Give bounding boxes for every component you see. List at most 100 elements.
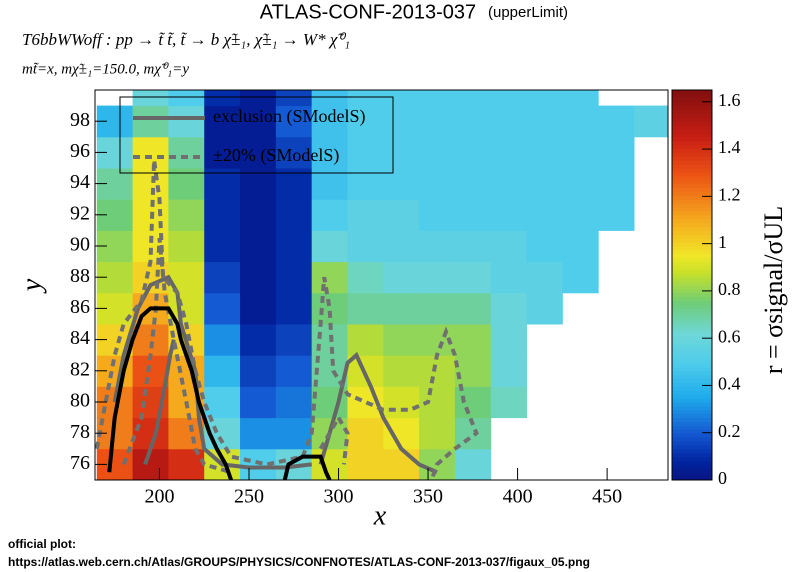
heatmap-cell <box>419 105 456 138</box>
colorbar-step <box>672 109 712 114</box>
colorbar-tick-label: 0 <box>718 468 727 488</box>
heatmap-cell <box>598 199 635 231</box>
y-tick-label: 88 <box>70 265 90 287</box>
subtitle: T6bbWWoff : pp → t̃ t̃, t̃ → b χ̃±₁, χ̃±… <box>22 30 350 49</box>
x-tick-label: 350 <box>413 486 443 508</box>
colorbar-step <box>672 374 712 380</box>
heatmap-cell <box>311 448 348 481</box>
colorbar-step <box>672 312 712 317</box>
heatmap-cell <box>454 261 492 294</box>
heatmap-cell <box>490 199 528 231</box>
colorbar-step <box>672 386 712 391</box>
colorbar-step <box>672 203 712 208</box>
colorbar-step <box>672 222 712 227</box>
heatmap-cell <box>526 105 563 138</box>
heatmap-cell <box>419 136 456 169</box>
heatmap-cell <box>347 324 384 356</box>
colorbar-tick-label: 0.4 <box>718 374 741 394</box>
heatmap-cell <box>275 136 313 169</box>
heatmap-cell <box>383 324 420 356</box>
heatmap-cell <box>275 105 313 138</box>
colorbar-step <box>672 433 712 438</box>
z-axis-label: r = σsignal/σUL <box>759 206 788 374</box>
footer-url: https://atlas.web.cern.ch/Atlas/GROUPS/P… <box>8 555 590 569</box>
colorbar-step <box>672 191 712 196</box>
colorbar-step <box>672 444 712 450</box>
heatmap-cell <box>454 386 492 419</box>
heatmap-cell <box>204 90 241 107</box>
heatmap-cell <box>132 90 169 107</box>
colorbar-step <box>672 242 712 247</box>
colorbar-step <box>672 140 712 146</box>
colorbar-step <box>672 331 712 337</box>
colorbar-step <box>672 277 712 282</box>
colorbar-tick-label: 1 <box>718 232 727 252</box>
heatmap <box>96 90 669 481</box>
heatmap-cell <box>240 136 277 169</box>
colorbar-step <box>672 207 712 212</box>
heatmap-cell <box>275 292 313 325</box>
colorbar-step <box>672 441 712 446</box>
x-tick-label: 200 <box>144 486 174 508</box>
colorbar-step <box>672 452 712 458</box>
heatmap-cell <box>311 230 348 263</box>
heatmap-cell <box>240 90 277 107</box>
colorbar-step <box>672 218 712 224</box>
colorbar-step <box>672 382 712 387</box>
colorbar-step <box>672 183 712 188</box>
heatmap-cell <box>275 199 313 231</box>
heatmap-cell <box>275 355 313 387</box>
y-tick-label: 90 <box>70 234 90 256</box>
colorbar-step <box>672 351 712 356</box>
heatmap-cell <box>383 386 420 419</box>
y-tick-label: 92 <box>70 202 90 224</box>
heatmap-cell <box>132 355 169 387</box>
colorbar-step <box>672 320 712 325</box>
heatmap-cell <box>347 199 384 231</box>
colorbar-step <box>672 195 712 200</box>
colorbar-step <box>672 226 712 231</box>
colorbar-tick-label: 1.4 <box>718 137 741 157</box>
colorbar-step <box>672 413 712 419</box>
colorbar-step <box>672 132 712 138</box>
colorbar-step <box>672 390 712 395</box>
heatmap-cell <box>562 90 599 107</box>
x-axis-label: x <box>373 500 387 531</box>
y-tick-label: 98 <box>70 109 90 131</box>
y-axis-label: y <box>16 278 47 294</box>
x-tick-label: 250 <box>234 486 264 508</box>
colorbar-step <box>672 409 712 415</box>
colorbar-tick-label: 1.6 <box>718 90 741 110</box>
heatmap-cell <box>490 136 528 169</box>
contour-line <box>107 306 233 480</box>
contour-line <box>143 339 176 466</box>
heatmap-cell <box>490 324 528 356</box>
colorbar-tick-label: 0.2 <box>718 421 741 441</box>
colorbar-step <box>672 324 712 329</box>
heatmap-cell <box>562 261 599 294</box>
subtitle2: mt̃=x, mχ̃±₁=150.0, mχ̃⁰₁=y <box>22 61 189 77</box>
heatmap-cell <box>562 136 599 169</box>
heatmap-cell <box>562 199 599 231</box>
heatmap-cell <box>526 168 563 200</box>
heatmap-cell <box>168 90 205 107</box>
colorbar-tick-label: 0.6 <box>718 326 741 346</box>
colorbar-step <box>672 90 712 95</box>
colorbar-step <box>672 316 712 321</box>
colorbar-step <box>672 179 712 185</box>
heatmap-cell <box>454 448 492 481</box>
heatmap-cell <box>347 448 384 481</box>
heatmap-cell <box>454 292 492 325</box>
heatmap-cell <box>347 90 384 107</box>
contour-line <box>318 351 438 475</box>
colorbar-step <box>672 288 712 294</box>
heatmap-cell <box>419 355 456 387</box>
heatmap-cell <box>383 105 420 138</box>
contour-line <box>112 274 312 470</box>
x-tick-label: 450 <box>592 486 622 508</box>
colorbar-step <box>672 105 712 110</box>
heatmap-cell <box>598 105 635 138</box>
heatmap-cell <box>490 355 528 387</box>
colorbar-step <box>672 281 712 286</box>
heatmap-cell <box>240 355 277 387</box>
